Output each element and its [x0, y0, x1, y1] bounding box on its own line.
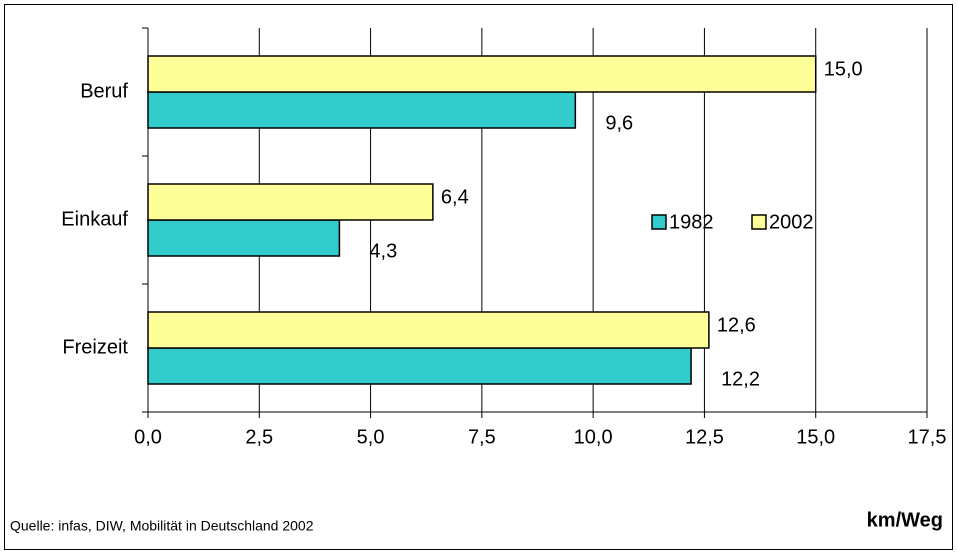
bar — [147, 347, 692, 385]
data-label: 12,2 — [721, 368, 760, 390]
x-tick-label: 0,0 — [134, 426, 162, 448]
bar — [147, 183, 434, 221]
bar — [147, 311, 710, 349]
bar — [147, 219, 341, 257]
x-axis-label: km/Weg — [867, 509, 943, 531]
y-tick-label: Einkauf — [61, 208, 128, 230]
x-tick-label: 12,5 — [685, 426, 724, 448]
legend-label: 1982 — [669, 211, 714, 233]
bar — [147, 91, 577, 129]
legend-swatch — [651, 214, 667, 230]
x-tick-label: 10,0 — [574, 426, 613, 448]
x-tick-label: 17,5 — [908, 426, 947, 448]
x-tick-label: 7,5 — [468, 426, 496, 448]
data-label: 9,6 — [605, 112, 633, 134]
x-tick-label: 15,0 — [796, 426, 835, 448]
bar — [147, 55, 817, 93]
legend-swatch — [751, 214, 767, 230]
data-label: 4,3 — [369, 240, 397, 262]
data-label: 15,0 — [824, 58, 863, 80]
x-tick-label: 2,5 — [245, 426, 273, 448]
x-tick-label: 5,0 — [357, 426, 385, 448]
y-tick-label: Freizeit — [62, 336, 128, 358]
legend-label: 2002 — [769, 211, 814, 233]
y-tick-label: Beruf — [80, 80, 128, 102]
data-label: 6,4 — [441, 186, 469, 208]
source-note: Quelle: infas, DIW, Mobilität in Deutsch… — [10, 518, 314, 534]
data-label: 12,6 — [717, 314, 756, 336]
